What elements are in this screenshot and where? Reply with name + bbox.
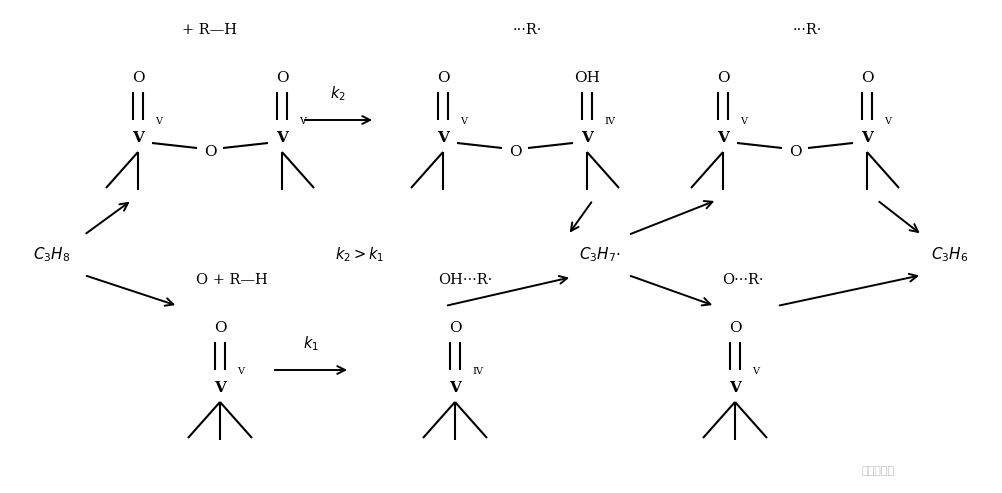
Text: $k_1$: $k_1$ <box>303 335 319 353</box>
Text: O···R·: O···R· <box>721 273 763 287</box>
Text: V: V <box>236 367 243 377</box>
Text: V: V <box>860 131 872 145</box>
Text: V: V <box>299 117 306 127</box>
Text: O: O <box>728 321 740 335</box>
Text: O: O <box>860 71 873 85</box>
Text: V: V <box>132 131 144 145</box>
Text: $k_2$: $k_2$ <box>330 85 346 104</box>
Text: O: O <box>508 145 521 159</box>
Text: V: V <box>213 381 225 395</box>
Text: O: O <box>436 71 449 85</box>
Text: V: V <box>437 131 449 145</box>
Text: O: O <box>788 145 801 159</box>
Text: $k_2>k_1$: $k_2>k_1$ <box>335 246 385 264</box>
Text: V: V <box>449 381 461 395</box>
Text: $C_3H_8$: $C_3H_8$ <box>33 246 70 264</box>
Text: IV: IV <box>603 117 614 127</box>
Text: V: V <box>155 117 162 127</box>
Text: ···R·: ···R· <box>792 23 821 37</box>
Text: O + R—H: O + R—H <box>196 273 268 287</box>
Text: O: O <box>448 321 461 335</box>
Text: IV: IV <box>472 367 483 377</box>
Text: V: V <box>883 117 890 127</box>
Text: ···R·: ···R· <box>512 23 541 37</box>
Text: OH···R·: OH···R· <box>438 273 492 287</box>
Text: O: O <box>276 71 288 85</box>
Text: V: V <box>276 131 288 145</box>
Text: O: O <box>213 321 226 335</box>
Text: + R—H: + R—H <box>182 23 237 37</box>
Text: O: O <box>716 71 728 85</box>
Text: O: O <box>203 145 216 159</box>
Text: O: O <box>131 71 144 85</box>
Text: V: V <box>752 367 759 377</box>
Text: 化工活动家: 化工活动家 <box>861 466 894 476</box>
Text: V: V <box>580 131 592 145</box>
Text: $C_3H_7$·: $C_3H_7$· <box>578 246 620 264</box>
Text: V: V <box>739 117 746 127</box>
Text: V: V <box>728 381 740 395</box>
Text: $C_3H_6$: $C_3H_6$ <box>930 246 968 264</box>
Text: V: V <box>716 131 728 145</box>
Text: V: V <box>460 117 467 127</box>
Text: OH: OH <box>573 71 599 85</box>
